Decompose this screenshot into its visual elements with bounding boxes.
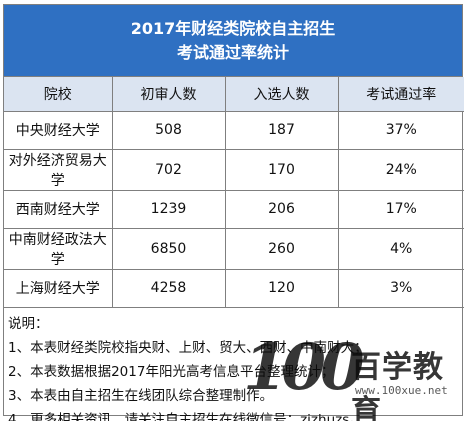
cell-admitted: 120 (224, 268, 339, 308)
header-admitted: 入选人数 (224, 77, 339, 112)
pass-rate-table: 院校 初审人数 入选人数 考试通过率 中央财经大学 508 187 37% 对外… (4, 77, 464, 308)
table-row: 中央财经大学 508 187 37% (4, 110, 464, 150)
note-item: 3、本表由自主招生在线团队综合整理制作。 (8, 387, 274, 404)
cell-school: 对外经济贸易大学 (4, 148, 113, 191)
cell-school: 中南财经政法大学 (4, 227, 113, 270)
cell-applicants: 1239 (111, 189, 226, 229)
cell-pass-rate: 24% (337, 148, 464, 191)
table-row: 中南财经政法大学 6850 260 4% (4, 227, 464, 270)
cell-pass-rate: 37% (337, 110, 464, 150)
table-row: 西南财经大学 1239 206 17% (4, 189, 464, 229)
cell-applicants: 702 (111, 148, 226, 191)
table-header-row: 院校 初审人数 入选人数 考试通过率 (4, 77, 464, 112)
cell-school: 西南财经大学 (4, 189, 113, 229)
cell-admitted: 187 (224, 110, 339, 150)
cell-applicants: 4258 (111, 268, 226, 308)
header-pass-rate: 考试通过率 (337, 77, 464, 112)
note-item: 2、本表数据根据2017年阳光高考信息平台整理统计； (8, 363, 335, 380)
cell-admitted: 206 (224, 189, 339, 229)
title-line-2: 考试通过率统计 (176, 42, 289, 62)
table-row: 上海财经大学 4258 120 3% (4, 268, 464, 308)
table-row: 对外经济贸易大学 702 170 24% (4, 148, 464, 191)
cell-school: 中央财经大学 (4, 110, 113, 150)
note-item: 4、更多相关资讯，请关注自主招生在线微信号：zizhuzs。 (8, 411, 363, 421)
header-school: 院校 (4, 77, 113, 112)
cell-school: 上海财经大学 (4, 268, 113, 308)
notes-section: 说明： 1、本表财经类院校指央财、上财、贸大、西财、中南财大； 2、本表数据根据… (4, 308, 462, 421)
header-applicants: 初审人数 (111, 77, 226, 112)
cell-admitted: 170 (224, 148, 339, 191)
note-item: 1、本表财经类院校指央财、上财、贸大、西财、中南财大； (8, 339, 368, 356)
title-banner: 2017年财经类院校自主招生 考试通过率统计 (4, 5, 462, 77)
cell-pass-rate: 3% (337, 268, 464, 308)
cell-pass-rate: 17% (337, 189, 464, 229)
cell-applicants: 508 (111, 110, 226, 150)
cell-applicants: 6850 (111, 227, 226, 270)
cell-admitted: 260 (224, 227, 339, 270)
cell-pass-rate: 4% (337, 227, 464, 270)
notes-heading: 说明： (8, 315, 49, 332)
title-line-1: 2017年财经类院校自主招生 (130, 18, 336, 38)
stats-card: 2017年财经类院校自主招生 考试通过率统计 院校 初审人数 入选人数 考试通过… (3, 4, 464, 421)
